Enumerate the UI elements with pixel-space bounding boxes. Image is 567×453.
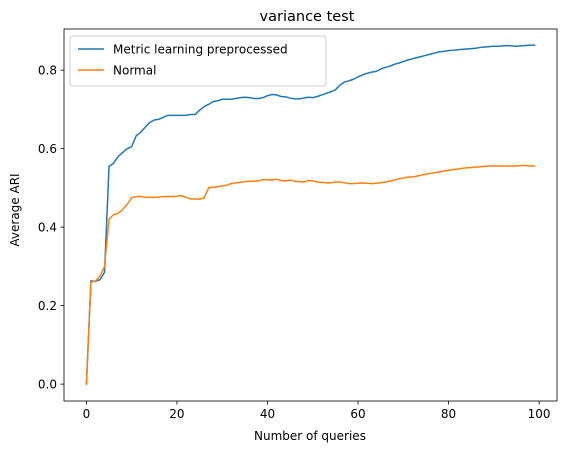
y-axis: 0.0 0.2 0.4 0.6 0.8	[38, 64, 64, 392]
y-tick-label: 0.4	[38, 221, 57, 235]
plot-lines	[85, 44, 536, 385]
legend-label-1: Metric learning preprocessed	[113, 43, 288, 57]
legend-label-2: Normal	[113, 64, 156, 78]
x-axis: 0 20 40 60 80 100	[83, 401, 551, 421]
x-tick-label: 40	[260, 407, 275, 421]
x-tick-label: 20	[169, 407, 184, 421]
series-line-1	[85, 44, 536, 385]
series-line-2	[85, 164, 536, 385]
x-tick-label: 60	[350, 407, 365, 421]
x-tick-label: 80	[441, 407, 456, 421]
y-tick-label: 0.2	[38, 299, 57, 313]
y-axis-label: Average ARI	[8, 173, 22, 246]
y-tick-label: 0.6	[38, 142, 57, 156]
plot-frame	[63, 28, 558, 402]
x-tick-label: 0	[83, 407, 91, 421]
y-tick-label: 0.8	[38, 64, 57, 78]
legend-box	[69, 35, 327, 87]
x-axis-label: Number of queries	[254, 429, 366, 443]
legend: Metric learning preprocessed Normal	[69, 35, 327, 87]
chart-title: variance test	[260, 9, 355, 25]
y-tick-label: 0.0	[38, 378, 57, 392]
x-tick-label: 100	[528, 407, 551, 421]
